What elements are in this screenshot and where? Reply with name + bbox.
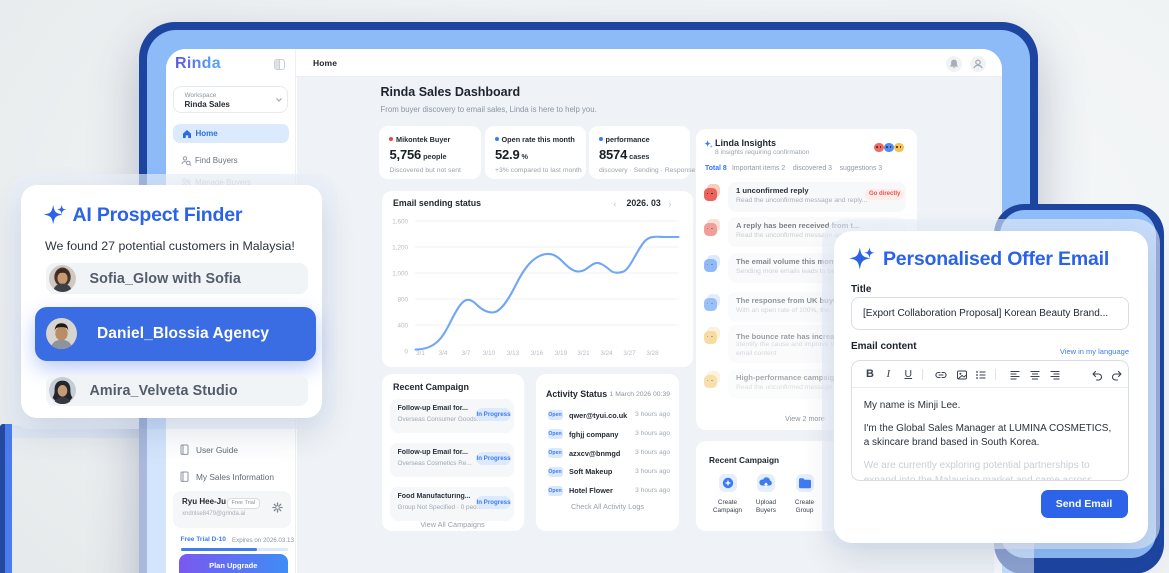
svg-text:0: 0 [404,348,408,355]
svg-text:3/27: 3/27 [623,350,636,357]
svg-text:3/4: 3/4 [438,350,447,357]
svg-text:400: 400 [397,322,408,329]
svg-text:3/21: 3/21 [577,350,590,357]
svg-text:3/10: 3/10 [482,350,495,357]
svg-text:1,000: 1,000 [392,270,408,277]
svg-text:3/28: 3/28 [646,350,659,357]
svg-text:3/16: 3/16 [530,350,543,357]
svg-text:1,200: 1,200 [392,244,408,251]
svg-text:3/1: 3/1 [416,350,425,357]
svg-text:3/13: 3/13 [506,350,519,357]
svg-text:800: 800 [397,296,408,303]
svg-text:1,600: 1,600 [392,218,408,225]
svg-text:3/24: 3/24 [600,350,613,357]
svg-text:3/19: 3/19 [554,350,567,357]
svg-text:3/7: 3/7 [461,350,470,357]
